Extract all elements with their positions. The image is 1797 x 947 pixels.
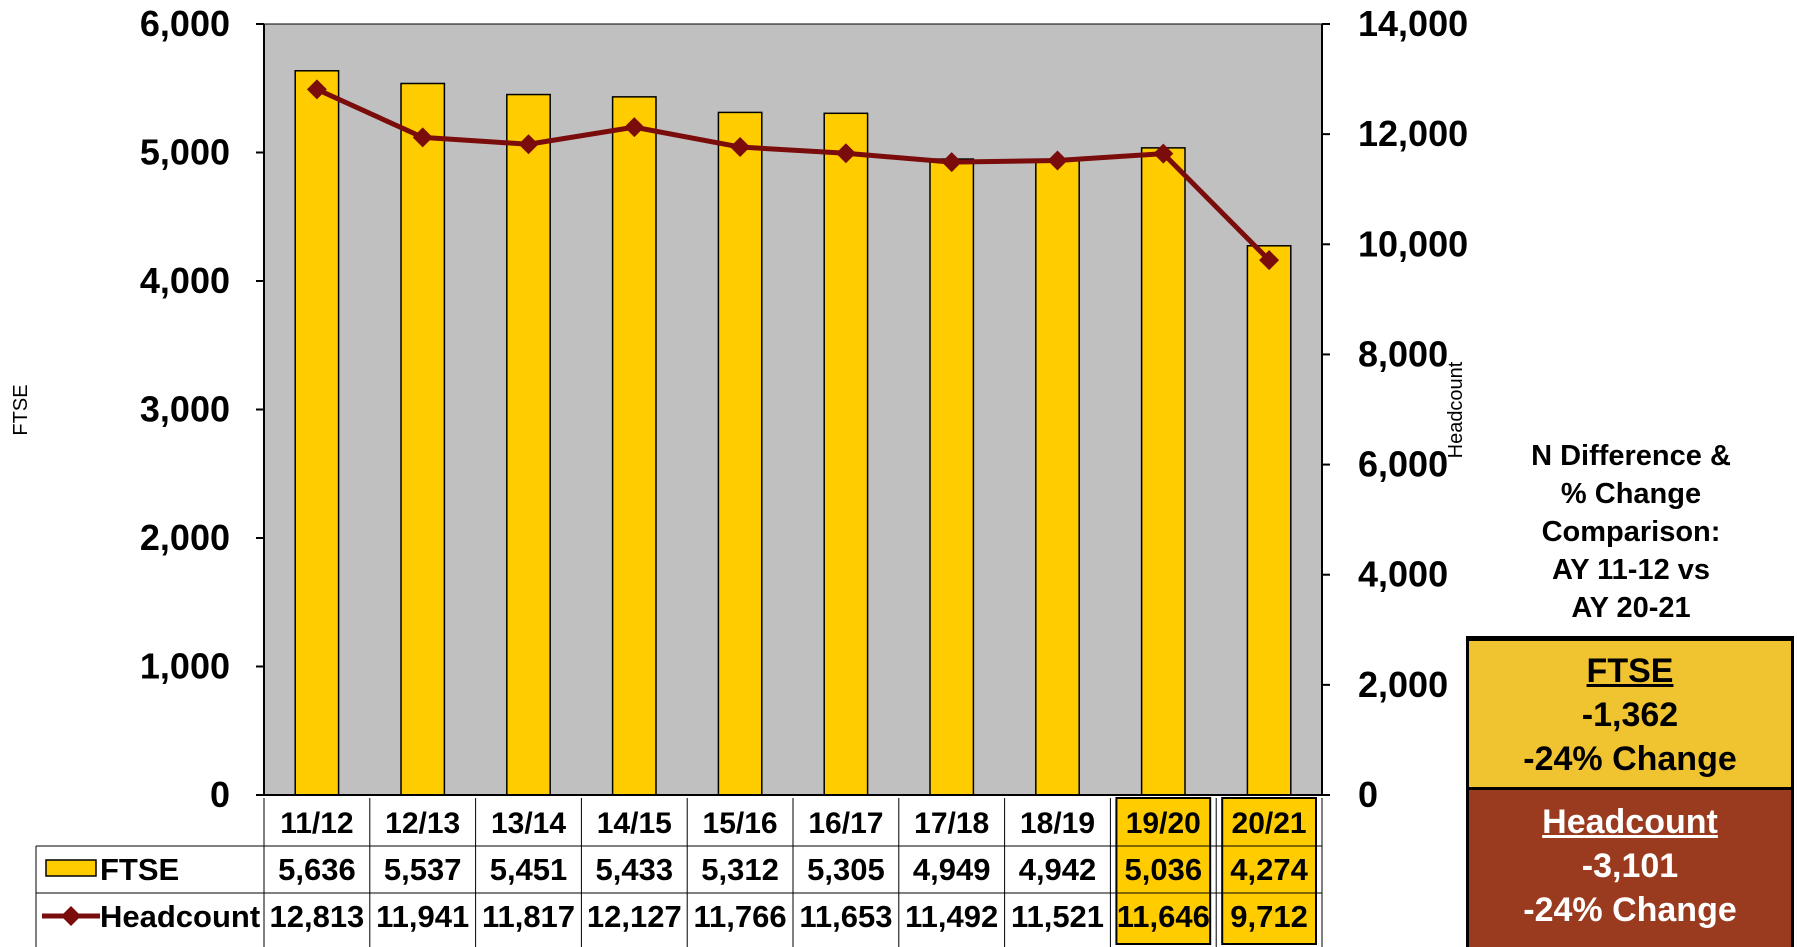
bar-18-19 (1035, 159, 1080, 796)
bar-13-14 (506, 93, 551, 796)
left-tick-label: 0 (210, 774, 230, 815)
left-tick-label: 5,000 (140, 132, 230, 173)
left-tick-label: 2,000 (140, 517, 230, 558)
point-17-18 (941, 152, 962, 173)
highlight-20-21 (1221, 797, 1317, 945)
ftse-comparison-box: FTSE -1,362 -24% Change (1466, 636, 1794, 790)
point-20-21 (1259, 250, 1280, 271)
comparison-title-line: AY 20-21 (1571, 592, 1691, 624)
legend-label-headcount: Headcount (100, 899, 260, 934)
headcount-value-13-14: 11,817 (482, 899, 575, 934)
right-tick-label: 4,000 (1358, 554, 1448, 595)
point-14-15 (624, 117, 645, 138)
headcount-line (315, 87, 1271, 262)
category-label-12-13: 12/13 (385, 807, 460, 840)
bar-15-16 (717, 111, 763, 796)
right-tick-label: 6,000 (1358, 444, 1448, 485)
category-label-11-12: 11/12 (280, 807, 353, 840)
ftse-comparison-change: -24% Change (1523, 740, 1737, 778)
category-label-16-17: 16/17 (808, 807, 883, 840)
category-label-19-20: 19/20 (1126, 807, 1201, 840)
legend-marker-headcount (61, 906, 81, 926)
point-16-17 (835, 143, 856, 164)
headcount-value-18-19: 11,521 (1011, 899, 1104, 934)
point-19-20 (1153, 143, 1174, 164)
category-label-13-14: 13/14 (491, 807, 566, 840)
right-tick-label: 0 (1358, 774, 1378, 815)
left-tick-label: 6,000 (140, 3, 230, 44)
bar-12-13 (400, 82, 446, 796)
y-axis-left-label: FTSE (10, 384, 32, 435)
left-tick-label: 4,000 (140, 260, 230, 301)
category-label-20-21: 20/21 (1232, 807, 1307, 840)
ftse-value-20-21: 4,274 (1230, 852, 1308, 887)
category-label-17-18: 17/18 (914, 807, 989, 840)
ftse-comparison-heading: FTSE (1586, 652, 1674, 690)
bar-14-15 (611, 96, 657, 796)
right-tick-label: 14,000 (1358, 3, 1468, 44)
ftse-value-11-12: 5,636 (278, 852, 356, 887)
point-18-19 (1047, 150, 1068, 171)
ftse-value-16-17: 5,305 (807, 852, 885, 887)
category-label-14-15: 14/15 (597, 807, 672, 840)
point-15-16 (730, 137, 751, 158)
bar-17-18 (929, 158, 975, 796)
headcount-value-14-15: 12,127 (587, 899, 682, 934)
ftse-value-12-13: 5,537 (384, 852, 462, 887)
highlight-19-20 (1115, 797, 1212, 945)
headcount-value-16-17: 11,653 (799, 899, 892, 934)
point-13-14 (518, 134, 539, 155)
ftse-value-13-14: 5,451 (490, 852, 568, 887)
bar-19-20 (1140, 147, 1186, 796)
comparison-title-line: AY 11-12 vs (1551, 554, 1711, 586)
ftse-value-14-15: 5,433 (596, 852, 674, 887)
headcount-value-12-13: 11,941 (376, 899, 469, 934)
bar-20-21 (1246, 245, 1292, 796)
ftse-value-17-18: 4,949 (913, 852, 991, 887)
category-label-18-19: 18/19 (1020, 807, 1095, 840)
left-tick-label: 3,000 (140, 389, 230, 430)
headcount-value-17-18: 11,492 (905, 899, 998, 934)
bar-11-12 (294, 70, 340, 796)
headcount-comparison-change: -24% Change (1523, 891, 1737, 929)
ftse-comparison-difference: -1,362 (1581, 696, 1679, 734)
category-label-15-16: 15/16 (703, 807, 778, 840)
right-tick-label: 2,000 (1358, 664, 1448, 705)
headcount-comparison-heading: Headcount (1542, 803, 1718, 841)
point-11-12 (306, 79, 327, 100)
comparison-title-line: N Difference & (1531, 440, 1731, 472)
right-tick-label: 12,000 (1358, 113, 1468, 154)
ftse-value-18-19: 4,942 (1019, 852, 1097, 887)
headcount-value-15-16: 11,766 (694, 899, 787, 934)
point-12-13 (412, 127, 433, 148)
headcount-value-19-20: 11,646 (1117, 899, 1210, 934)
bar-16-17 (823, 112, 869, 796)
legend-label-ftse: FTSE (100, 852, 179, 887)
comparison-title: N Difference & % Change Comparison: AY 11-1… (1466, 437, 1796, 627)
left-tick-label: 1,000 (140, 646, 230, 687)
y-axis-right-label: Headcount (1445, 361, 1467, 458)
comparison-title-line: Comparison: (1541, 516, 1721, 548)
comparison-title-line: % Change (1560, 478, 1702, 510)
headcount-comparison-difference: -3,101 (1581, 847, 1679, 885)
headcount-value-11-12: 12,813 (269, 899, 364, 934)
headcount-comparison-box: Headcount -3,101 -24% Change (1466, 790, 1794, 947)
right-tick-label: 8,000 (1358, 333, 1448, 374)
right-tick-label: 10,000 (1358, 223, 1468, 264)
legend-key-ftse (45, 859, 97, 877)
headcount-value-20-21: 9,712 (1230, 899, 1308, 934)
ftse-value-19-20: 5,036 (1125, 852, 1203, 887)
ftse-value-15-16: 5,312 (701, 852, 779, 887)
